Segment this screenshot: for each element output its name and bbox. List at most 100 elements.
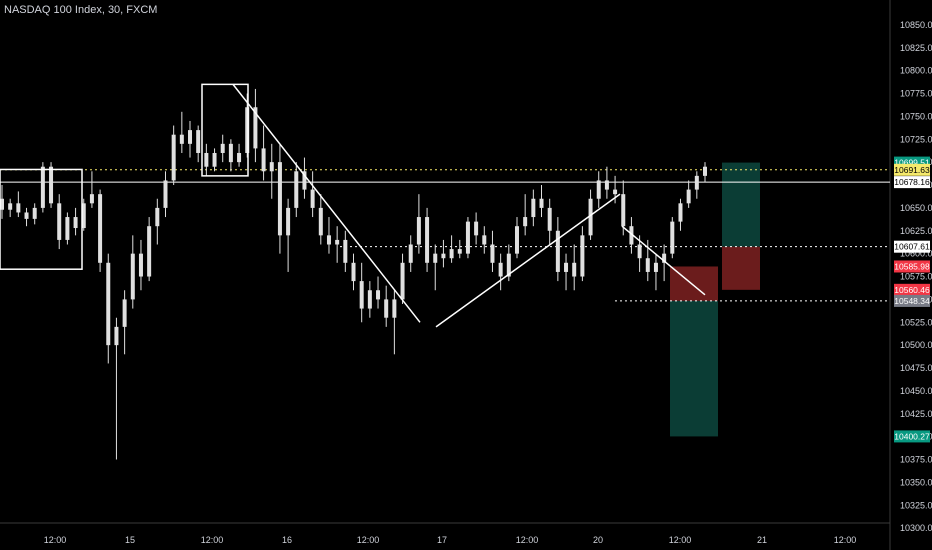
candle-body — [531, 198, 536, 218]
candle-body — [408, 244, 413, 263]
candle-body — [474, 221, 479, 236]
y-tick-label: 10800.00 — [900, 66, 932, 76]
candle-body — [32, 207, 37, 219]
candle-body — [498, 262, 503, 277]
candle-body — [367, 290, 372, 309]
candle-body — [572, 262, 577, 277]
y-tick-label: 10725.00 — [900, 134, 932, 144]
candle-body — [40, 166, 45, 208]
candle-body — [228, 143, 233, 163]
trend-line — [232, 83, 421, 323]
candle-body — [637, 244, 642, 259]
candle-body — [580, 235, 585, 277]
candle-body — [196, 130, 201, 153]
candle-body — [678, 203, 683, 222]
candle-body — [335, 239, 340, 245]
price-tag-label: 10699.51 — [894, 158, 930, 168]
x-tick-label: 15 — [125, 535, 135, 545]
candle-body — [318, 207, 323, 236]
candle-body — [514, 226, 519, 254]
candle-body — [310, 189, 315, 208]
x-tick-label: 12:00 — [834, 535, 857, 545]
candle-body — [212, 152, 217, 167]
candle-body — [343, 239, 348, 263]
candle-body — [392, 299, 397, 318]
y-tick-label: 10575.00 — [900, 272, 932, 282]
candle-body — [351, 262, 356, 282]
candle-body — [57, 203, 62, 240]
target-zone-long — [722, 162, 760, 247]
candle-body — [16, 203, 21, 213]
candle-body — [8, 203, 13, 210]
x-tick-label: 20 — [593, 535, 603, 545]
candle-body — [171, 134, 176, 181]
candle-body — [457, 249, 462, 254]
chart-title: NASDAQ 100 Index, 30, FXCM — [4, 4, 158, 16]
candle-body — [662, 253, 667, 263]
x-tick-label: 12:00 — [44, 535, 67, 545]
y-tick-label: 10600.00 — [900, 249, 932, 259]
price-tag-label: 10548.34 — [894, 296, 930, 306]
candle-body — [645, 258, 650, 272]
candle-body — [449, 249, 454, 259]
candle-body — [138, 253, 143, 277]
price-tag — [894, 260, 930, 273]
price-tag — [894, 283, 930, 296]
x-tick-label: 17 — [437, 535, 447, 545]
price-tag — [894, 240, 930, 253]
range-box — [0, 168, 83, 270]
y-tick-label: 10650.00 — [900, 203, 932, 213]
y-tick-label: 10625.00 — [900, 226, 932, 236]
candle-body — [523, 217, 528, 227]
candle-body — [122, 299, 127, 327]
price-tag — [894, 430, 930, 443]
candle-body — [277, 162, 282, 236]
candle-body — [147, 226, 152, 277]
candle-body — [163, 180, 168, 208]
candle-body — [179, 134, 184, 144]
candle-body — [155, 207, 160, 227]
trend-line — [435, 193, 621, 328]
candle-body — [465, 221, 470, 254]
candle-body — [89, 194, 94, 204]
stop-zone-long — [722, 246, 760, 290]
target-zone-short — [670, 300, 718, 437]
candle-body — [441, 253, 446, 259]
candle-body — [188, 130, 193, 144]
candle-body — [425, 217, 430, 263]
y-tick-label: 10750.00 — [900, 111, 932, 121]
candle-body — [604, 180, 609, 190]
y-tick-label: 10375.00 — [900, 455, 932, 465]
candle-body — [0, 198, 4, 210]
candle-body — [81, 203, 86, 229]
candle-body — [106, 262, 111, 346]
x-tick-label: 12:00 — [357, 535, 380, 545]
candle-body — [114, 326, 119, 346]
candle-body — [220, 143, 225, 153]
price-tag-label: 10400.27 — [894, 431, 930, 441]
candle-body — [245, 107, 250, 153]
range-box — [201, 83, 249, 177]
y-tick-label: 10450.00 — [900, 386, 932, 396]
y-tick-label: 10425.00 — [900, 409, 932, 419]
candle-body — [49, 166, 54, 204]
candle-body — [237, 152, 242, 163]
y-tick-label: 10300.00 — [900, 523, 932, 533]
candle-body — [694, 175, 699, 190]
candle-body — [65, 217, 70, 240]
price-tag — [894, 294, 930, 307]
x-tick-label: 21 — [757, 535, 767, 545]
candle-body — [703, 166, 707, 176]
candle-body — [130, 253, 135, 300]
price-tag — [894, 163, 930, 176]
y-tick-label: 10475.00 — [900, 363, 932, 373]
y-tick-label: 10525.00 — [900, 317, 932, 327]
candle-body — [621, 194, 626, 227]
candle-body — [490, 244, 495, 263]
candle-body — [613, 189, 618, 195]
x-tick-label: 12:00 — [516, 535, 539, 545]
candle-body — [555, 230, 560, 272]
candle-body — [73, 217, 78, 229]
candle-body — [253, 107, 258, 149]
